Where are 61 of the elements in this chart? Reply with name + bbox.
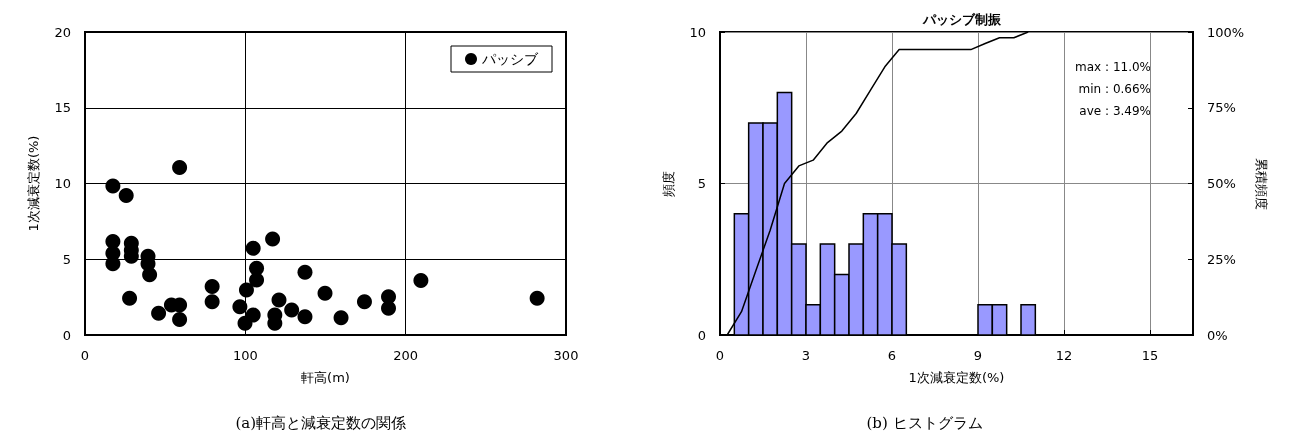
point: [238, 282, 254, 298]
point: [333, 310, 349, 326]
y-axis-title: 1次減衰定数(%): [26, 135, 41, 232]
x-axis-title: 1次減衰定数(%): [908, 370, 1005, 385]
point: [105, 178, 121, 194]
point: [245, 240, 261, 256]
point: [297, 309, 313, 325]
point: [249, 272, 265, 288]
x-tick-label: 0: [715, 348, 725, 363]
point: [297, 264, 313, 280]
text: (b) ヒストグラム: [866, 413, 983, 432]
y2-tick-label: 50%: [1207, 176, 1236, 191]
y2-axis-title: 累積頻度: [1254, 157, 1270, 210]
x-tick-label: 15: [1141, 348, 1159, 363]
y-tick-label: 5: [697, 176, 706, 191]
point: [105, 256, 121, 272]
annotation: min : 0.66%: [1078, 82, 1151, 96]
y-tick-label: 0: [697, 327, 706, 343]
point: [317, 285, 333, 301]
x-tick-label: 300: [553, 348, 579, 363]
chart-title: パッシブ制振: [921, 12, 1002, 27]
point: [245, 307, 261, 323]
y2-tick-label: 75%: [1207, 100, 1236, 116]
x-tick-label: 200: [393, 348, 419, 363]
point: [265, 231, 281, 247]
point: [204, 279, 220, 295]
point: [356, 294, 372, 310]
point: [232, 299, 248, 315]
legend-label: パッシブ: [481, 51, 539, 67]
x-tick-label: 100: [232, 348, 258, 363]
point: [172, 311, 188, 327]
point: [118, 188, 134, 204]
y2-tick-label: 25%: [1207, 251, 1236, 267]
point: [271, 292, 287, 308]
text: (a)軒高と減衰定数の関係: [235, 413, 407, 432]
point: [122, 290, 138, 306]
point: [529, 290, 545, 306]
point: [204, 294, 220, 310]
y-tick-label: 10: [54, 176, 71, 191]
x-tick-label: 3: [801, 348, 811, 363]
point: [413, 273, 429, 289]
annotation: ave : 3.49%: [1079, 104, 1152, 118]
x-tick-label: 9: [973, 348, 983, 363]
point: [381, 300, 397, 316]
point: [151, 305, 167, 321]
y-tick-label: 10: [689, 24, 706, 40]
point: [142, 267, 158, 283]
y-tick-label: 0: [62, 327, 71, 343]
y-tick-label: 15: [54, 100, 71, 116]
y2-tick-label: 100%: [1207, 24, 1245, 40]
y-tick-label: 20: [54, 24, 71, 40]
x-axis-title: 軒高(m): [301, 370, 350, 385]
y2-tick-label: 0%: [1207, 327, 1228, 343]
x-tick-label: 6: [887, 348, 897, 363]
y-tick-label: 5: [62, 251, 71, 267]
y-axis-title: 頻度: [661, 170, 676, 197]
point: [172, 159, 188, 175]
annotation: max : 11.0%: [1075, 60, 1151, 74]
x-tick-label: 0: [80, 348, 90, 363]
point: [284, 302, 300, 318]
x-tick-label: 12: [1055, 348, 1073, 363]
